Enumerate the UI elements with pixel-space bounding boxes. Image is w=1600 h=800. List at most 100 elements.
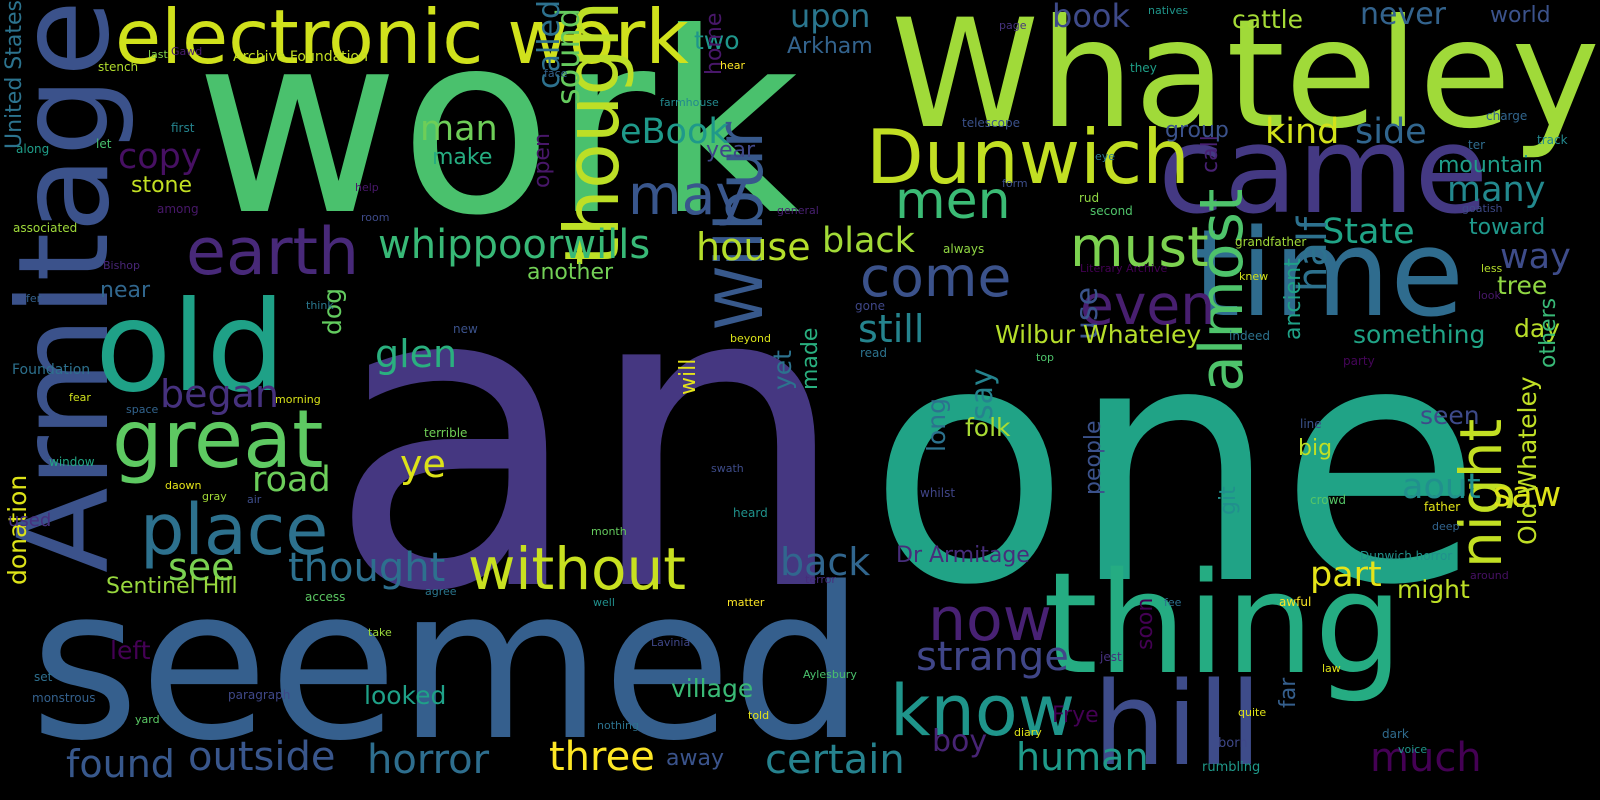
word-gray: gray — [202, 490, 227, 503]
word-electronic-work: electronic work — [115, 0, 689, 81]
word-glen: glen — [375, 332, 458, 376]
word-fer: fer — [26, 292, 42, 305]
word-among: among — [157, 202, 199, 216]
word-fee: fee — [1164, 596, 1182, 609]
word-associated: associated — [13, 221, 78, 235]
word-lavinia: Lavinia — [651, 636, 691, 649]
word-made: made — [798, 327, 823, 390]
word-away: away — [666, 746, 724, 771]
word-awful: awful — [1279, 595, 1312, 609]
word-copy: copy — [118, 137, 202, 177]
word-whippoorwills: whippoorwills — [378, 222, 651, 268]
word-foundation: Foundation — [12, 362, 91, 378]
word-left: left — [110, 636, 151, 665]
word-mountain: mountain — [1438, 153, 1543, 178]
word-road: road — [252, 460, 331, 500]
word-fear: fear — [69, 391, 91, 404]
word-might: might — [1397, 575, 1470, 604]
word-face: face — [544, 67, 568, 80]
word-united-states: United States — [2, 0, 27, 149]
word-page: page — [999, 19, 1027, 32]
word-used: used — [8, 510, 52, 531]
word-first: first — [171, 121, 195, 135]
word-open: open — [530, 133, 555, 188]
word-folk: folk — [965, 413, 1011, 442]
word-aout: aout — [1402, 467, 1481, 507]
word-law: law — [1322, 662, 1341, 675]
word-party: party — [1343, 354, 1375, 368]
word-horror: horror — [367, 737, 490, 783]
word-part: part — [1310, 555, 1382, 595]
word-great: great — [112, 393, 324, 486]
word-frye: Frye — [1052, 703, 1099, 728]
word-swath: swath — [711, 462, 744, 475]
word-man: man — [420, 109, 498, 149]
word-year: year — [706, 138, 756, 163]
word-place: place — [140, 489, 329, 571]
word-house: house — [696, 225, 811, 269]
word-goatish: goatish — [1462, 202, 1503, 215]
word-certain: certain — [765, 737, 905, 783]
word-seen: seen — [1420, 401, 1480, 430]
word-told: told — [748, 709, 770, 722]
word-arkham: Arkham — [787, 34, 873, 59]
word-world: world — [1490, 3, 1551, 28]
word-new: new — [453, 322, 478, 336]
word-stone: stone — [131, 173, 193, 198]
word-must: must — [1070, 215, 1209, 279]
word-two: two — [694, 26, 740, 55]
word-set: set — [34, 670, 53, 684]
word-others: others — [1536, 297, 1561, 368]
word-day: day — [1514, 314, 1560, 343]
word-room: room — [361, 211, 390, 224]
word-nothing: nothing — [597, 719, 639, 732]
word-morning: morning — [275, 393, 321, 406]
word-charge: charge — [1486, 109, 1528, 123]
word-window: window — [49, 455, 95, 469]
word-never: never — [1360, 0, 1447, 32]
word-another: another — [527, 260, 614, 285]
word-they: they — [1130, 61, 1157, 75]
word-even: even — [1080, 273, 1216, 337]
word-paragraph: paragraph — [228, 688, 291, 702]
word-big: big — [1298, 436, 1333, 461]
word-access: access — [305, 590, 346, 604]
word-archive-foundation: Archive Foundation — [233, 49, 368, 65]
word-something: something — [1353, 320, 1486, 349]
word-top: top — [1036, 351, 1055, 364]
word-along: along — [16, 142, 50, 156]
word-men: men — [895, 171, 1011, 231]
word-dark: dark — [1382, 727, 1409, 741]
word-terrible: terrible — [424, 426, 468, 440]
word-outside: outside — [188, 734, 336, 780]
word-long: long — [922, 398, 951, 452]
word-call: call — [1198, 135, 1223, 173]
word-indeed: indeed — [1229, 329, 1270, 343]
word-black: black — [822, 221, 915, 261]
word-came: came — [1158, 102, 1489, 241]
word-village: village — [671, 674, 754, 703]
word-ebook: eBook — [620, 112, 729, 152]
word-agree: agree — [425, 585, 457, 598]
word-strange: strange — [916, 634, 1069, 680]
word-began: began — [160, 372, 279, 416]
word-come: come — [860, 245, 1012, 309]
word-looked: looked — [364, 681, 447, 710]
word-gone: gone — [855, 299, 885, 313]
word-knew: knew — [1239, 270, 1269, 283]
word-monstrous: monstrous — [32, 691, 96, 705]
word-state: State — [1322, 212, 1415, 252]
word-back: back — [780, 540, 871, 584]
word-quite: quite — [1238, 706, 1267, 719]
word-one: one — [868, 273, 1483, 657]
word-book: book — [1052, 0, 1130, 35]
word-side: side — [1355, 112, 1427, 152]
word-deep: deep — [1432, 520, 1460, 533]
word-three: three — [549, 734, 655, 780]
word-whilst: whilst — [920, 486, 956, 500]
word-look: look — [1478, 289, 1501, 302]
word-space: space — [126, 403, 159, 416]
word-voice: voice — [1398, 743, 1428, 756]
word-sentinel-hill: Sentinel Hill — [106, 574, 238, 599]
word-will: will — [676, 358, 701, 395]
